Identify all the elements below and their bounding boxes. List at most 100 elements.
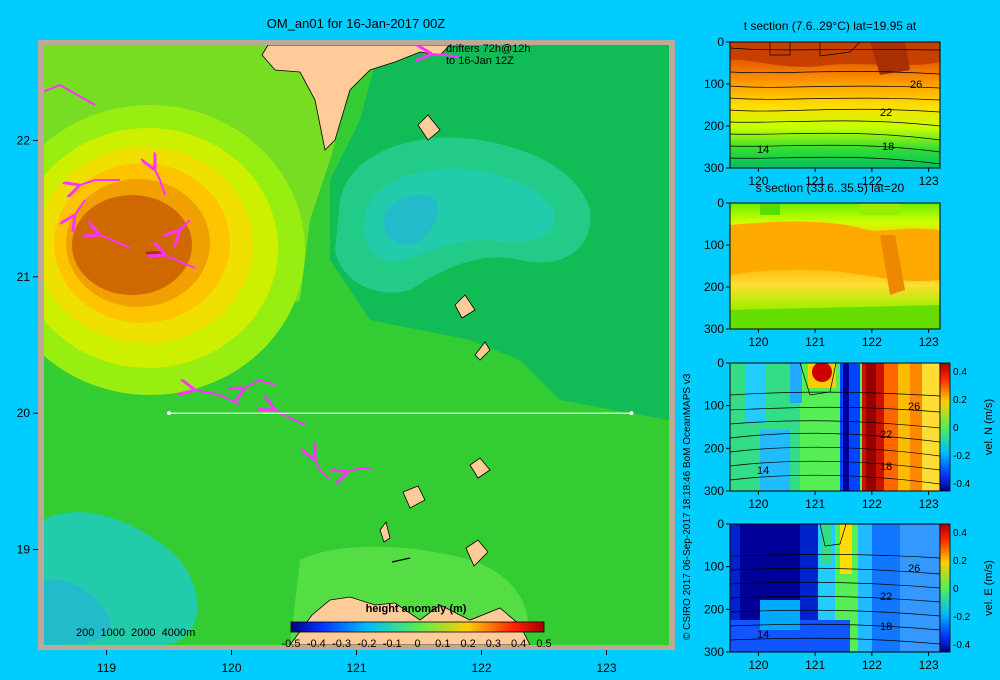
section-y-tick-label: 100: [704, 77, 724, 91]
section-x-tick-label: 123: [919, 335, 939, 349]
copyright-label: © CSIRO 2017 06-Sep-2017 18:18:46 BoM Oc…: [682, 373, 693, 640]
drifters-label-2: to 16-Jan 12Z: [446, 55, 514, 67]
map-x-tick-label: 122: [471, 661, 491, 675]
section-x-tick-label: 122: [862, 658, 882, 672]
colorbar-tick-label: 0.4: [511, 638, 526, 650]
colorbar-tick-label: 0.3: [486, 638, 501, 650]
velocity-colorbar-ticks: 0.4 0.2 0 -0.2 -0.4: [953, 528, 971, 651]
t-contour-22: 22: [880, 107, 892, 119]
colorbar-tick-label: 0.1: [435, 638, 450, 650]
velocity-tick-label: 0: [953, 423, 959, 434]
section-line: [167, 411, 634, 416]
section-x-tick-label: 121: [805, 335, 825, 349]
map-y-ticks: 19 20 21 22: [17, 133, 38, 557]
height-colorbar: height anomaly (m) -0.5 -0.4 -0.3 -0.2 -0.1 0…: [282, 603, 552, 650]
section-axis-ticks: 120 121 122 123 0 100 200 300: [704, 196, 939, 349]
ve-contour-26: 26: [908, 563, 920, 575]
velocity-colorbar-ticks: 0.4 0.2 0 -0.2 -0.4: [953, 367, 971, 490]
section-axis-ticks: 120 121 122 123 0 100 200 300: [704, 356, 939, 511]
eddy-core: [145, 251, 165, 255]
section-y-tick-label: 300: [704, 484, 724, 498]
land-island-1: [417, 114, 441, 141]
colorbar-tick-label: -0.3: [332, 638, 351, 650]
vn-contour-22: 22: [880, 429, 892, 441]
section-y-tick-label: 0: [717, 196, 724, 210]
vn-colorbar-label: vel. N (m/s): [983, 399, 995, 455]
section-x-tick-label: 122: [862, 174, 882, 188]
vn-contour-18: 18: [880, 461, 892, 473]
ve-contour-18: 18: [880, 621, 892, 633]
velocity-tick-label: -0.4: [953, 640, 971, 651]
panel-t-section: t section (7.6..29°C) lat=19.95 at 26 22: [704, 19, 941, 188]
ve-contour-22: 22: [880, 591, 892, 603]
section-x-tick-label: 123: [919, 497, 939, 511]
section-y-tick-label: 100: [704, 560, 724, 574]
section-y-tick-label: 100: [704, 238, 724, 252]
velocity-tick-label: 0.4: [953, 367, 967, 378]
t-contour-18: 18: [882, 141, 894, 153]
section-y-tick-label: 200: [704, 119, 724, 133]
map-x-ticks: 119 120 121 122 123: [97, 650, 617, 675]
velocity-tick-label: -0.2: [953, 612, 971, 623]
land-island-4: [469, 457, 491, 479]
colorbar-tick-label: 0.2: [460, 638, 475, 650]
velocity-tick-label: 0.2: [953, 395, 967, 406]
section-y-tick-label: 300: [704, 645, 724, 659]
t-contour-26: 26: [910, 79, 922, 91]
vn-colorbar: [939, 362, 951, 492]
velocity-tick-label: -0.2: [953, 451, 971, 462]
section-x-tick-label: 122: [862, 497, 882, 511]
section-x-tick-label: 120: [748, 174, 768, 188]
section-x-tick-label: 120: [748, 497, 768, 511]
velocity-tick-label: 0.2: [953, 556, 967, 567]
land-island-2: [454, 294, 476, 319]
colorbar-tick-label: -0.5: [282, 638, 301, 650]
map-y-tick-label: 20: [17, 406, 31, 420]
map-y-tick-label: 19: [17, 543, 31, 557]
map-x-tick-label: 119: [97, 661, 116, 675]
section-y-tick-label: 300: [704, 322, 724, 336]
colorbar-tick-label: -0.4: [307, 638, 326, 650]
colorbar-tick-label: 0: [414, 638, 420, 650]
section-y-tick-label: 300: [704, 161, 724, 175]
panel-s-title: s section (33.6..35.5) lat=20: [756, 181, 905, 195]
land-coast-line: [391, 557, 411, 563]
section-y-tick-label: 0: [717, 517, 724, 531]
panel-t-title: t section (7.6..29°C) lat=19.95 at: [744, 19, 917, 33]
section-y-tick-label: 100: [704, 399, 724, 413]
section-y-tick-label: 200: [704, 280, 724, 294]
section-x-tick-label: 121: [805, 658, 825, 672]
section-y-tick-label: 0: [717, 35, 724, 49]
t-contour-14: 14: [757, 144, 769, 156]
vn-contour-26: 26: [908, 401, 920, 413]
section-x-tick-label: 123: [919, 174, 939, 188]
land-island-3: [474, 341, 491, 361]
colorbar-tick-label: -0.1: [383, 638, 402, 650]
map-x-tick-label: 123: [596, 661, 616, 675]
drifters-label-1: drifters 72h@12h: [446, 43, 531, 55]
velocity-tick-label: 0: [953, 584, 959, 595]
section-x-tick-label: 121: [805, 497, 825, 511]
map-field-low-inner: [383, 195, 439, 245]
velocity-tick-label: 0.4: [953, 528, 967, 539]
vn-contour-14: 14: [757, 465, 769, 477]
land-island-5: [402, 485, 426, 509]
section-axis-ticks: 120 121 122 123 0 100 200 300: [704, 517, 939, 672]
colorbar-tick-label: 0.5: [536, 638, 551, 650]
map-x-tick-label: 121: [346, 661, 366, 675]
map-frame: drifters 72h@12h to 16-Jan 12Z 200 1000 …: [17, 40, 675, 675]
map-field-sw-low-inner: [44, 579, 111, 645]
map-y-tick-label: 22: [17, 133, 31, 147]
land-island-7: [465, 539, 489, 567]
map-y-tick-label: 21: [17, 270, 31, 284]
section-x-tick-label: 123: [919, 658, 939, 672]
ve-contour-14: 14: [757, 629, 769, 641]
section-x-tick-label: 120: [748, 335, 768, 349]
ve-colorbar: [939, 523, 951, 653]
land-island-6: [379, 521, 391, 543]
section-axis-ticks: 120 121 122 123 0 100 200 300: [704, 35, 939, 188]
velocity-tick-label: -0.4: [953, 479, 971, 490]
